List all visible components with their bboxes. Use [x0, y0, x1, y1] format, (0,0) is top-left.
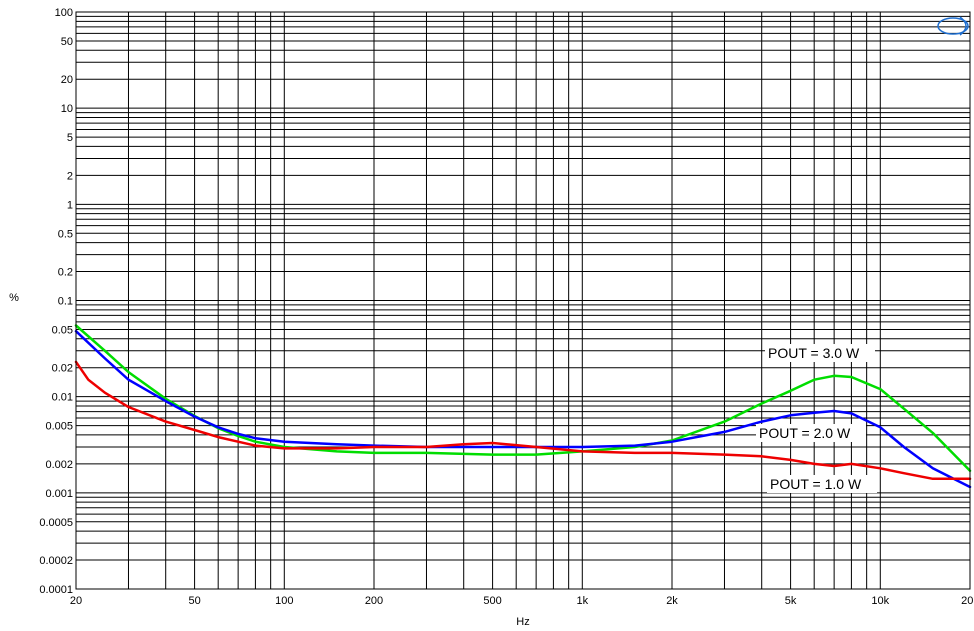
y-tick-label: 0.001 [45, 488, 73, 500]
x-tick-label: 1k [576, 595, 588, 607]
y-tick-label: 1 [67, 199, 73, 211]
x-tick-label: 200 [365, 595, 383, 607]
x-tick-label: 500 [483, 595, 501, 607]
x-tick-label: 2k [666, 595, 678, 607]
y-tick-label: 5 [67, 132, 73, 144]
plot-frame [75, 11, 971, 590]
y-tick-label: 0.01 [52, 392, 73, 404]
y-tick-label: 0.002 [45, 459, 73, 471]
y-tick-label: 0.2 [58, 267, 73, 279]
y-tick-label: 100 [55, 7, 73, 19]
y-tick-label: 0.0005 [39, 517, 73, 529]
x-tick-label: 50 [188, 595, 200, 607]
y-tick-label: 2 [67, 170, 73, 182]
y-tick-label: 0.0001 [39, 584, 73, 596]
y-tick-label: 0.1 [58, 296, 73, 308]
x-tick-label: 20k [961, 595, 974, 607]
y-tick-labels: 0.0001 0.0002 0.0005 0.001 0.002 0.005 0.01 0.0… [39, 7, 73, 596]
ap-logo [937, 16, 969, 36]
svg-text:POUT = 2.0 W: POUT = 2.0 W [759, 425, 851, 441]
y-tick-label: 0.05 [52, 324, 73, 336]
annotation-pout-1w: POUT = 1.0 W [767, 475, 877, 493]
x-tick-label: 10k [871, 595, 889, 607]
y-tick-label: 50 [61, 36, 73, 48]
y-tick-label: 0.02 [52, 363, 73, 375]
x-axis-title: Hz [516, 616, 529, 628]
svg-text:POUT = 1.0 W: POUT = 1.0 W [770, 476, 862, 492]
series-line-red [74, 360, 972, 481]
y-tick-label: 0.005 [45, 421, 73, 433]
annotation-pout-2w: POUT = 2.0 W [756, 424, 866, 442]
annotation-pout-3w: POUT = 3.0 W [765, 344, 875, 362]
series-lines [74, 324, 972, 489]
x-tick-label: 20 [70, 595, 82, 607]
y-tick-label: 0.0002 [39, 555, 73, 567]
x-tick-labels: 20 50 100 200 500 1k 2k 5k 10k 20k [70, 595, 974, 607]
y-axis-title: % [9, 292, 19, 304]
y-tick-label: 0.5 [58, 228, 73, 240]
svg-text:POUT = 3.0 W: POUT = 3.0 W [768, 345, 860, 361]
y-tick-label: 20 [61, 74, 73, 86]
y-tick-label: 10 [61, 103, 73, 115]
x-tick-label: 100 [275, 595, 293, 607]
x-tick-label: 5k [785, 595, 797, 607]
